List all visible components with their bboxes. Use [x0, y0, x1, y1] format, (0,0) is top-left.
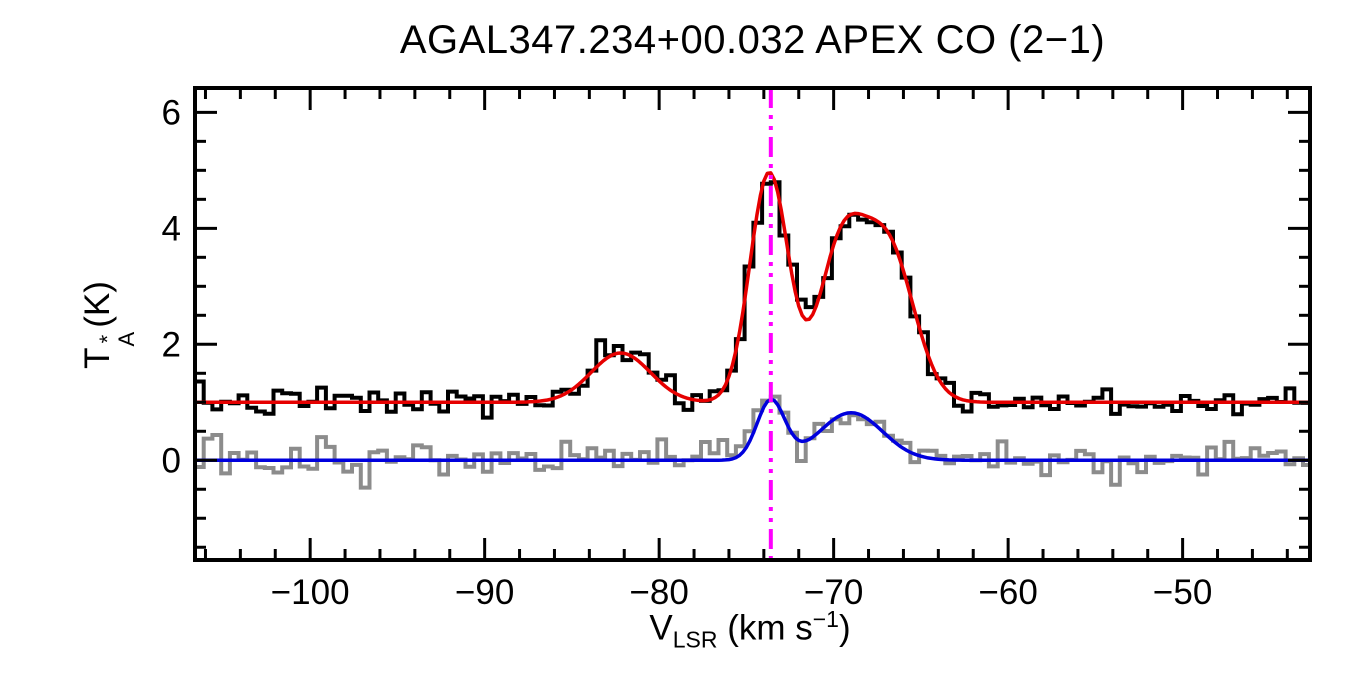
x-axis-label: VLSR (km s−1) [450, 606, 1050, 656]
plot-title: AGAL347.234+00.032 APEX CO (2−1) [399, 18, 1106, 62]
x-tick-label: −100 [271, 573, 350, 612]
x-axis-label-base: V [649, 608, 673, 648]
second-gaussian-fit [195, 397, 1309, 463]
axis-ticks [195, 88, 1310, 560]
y-tick-label: 4 [162, 209, 181, 248]
x-tick-label: −70 [804, 573, 863, 612]
x-tick-label: −90 [455, 573, 514, 612]
x-axis-label-sup: −1 [812, 606, 839, 632]
x-axis-label-sub: LSR [672, 626, 718, 653]
y-axis-label-unit: (K) [78, 281, 117, 328]
x-axis-label-unit-pre: (km s [717, 608, 813, 648]
co21-gaussian-fit [195, 171, 1309, 405]
second-observed-spectrum [195, 394, 1310, 490]
x-tick-label: −80 [629, 573, 688, 612]
y-tick-label: 2 [162, 325, 181, 364]
y-tick-label: 0 [162, 441, 181, 480]
plot-frame [193, 86, 1312, 562]
x-tick-label: −50 [1153, 573, 1212, 612]
y-axis-label-sub: A [113, 331, 139, 347]
y-axis-label: T * A (K) [75, 195, 139, 455]
y-tick-label: 6 [162, 93, 181, 132]
y-axis-label-supsub: * A [95, 331, 139, 347]
x-axis-label-unit-post: ) [838, 608, 851, 648]
co21-observed-spectrum-offset [195, 180, 1310, 420]
y-axis-label-base: T [78, 347, 117, 369]
tick-labels: −100 −90 −80 −70 −60 −50 0 2 4 6 [162, 93, 1213, 612]
x-tick-label: −60 [978, 573, 1037, 612]
